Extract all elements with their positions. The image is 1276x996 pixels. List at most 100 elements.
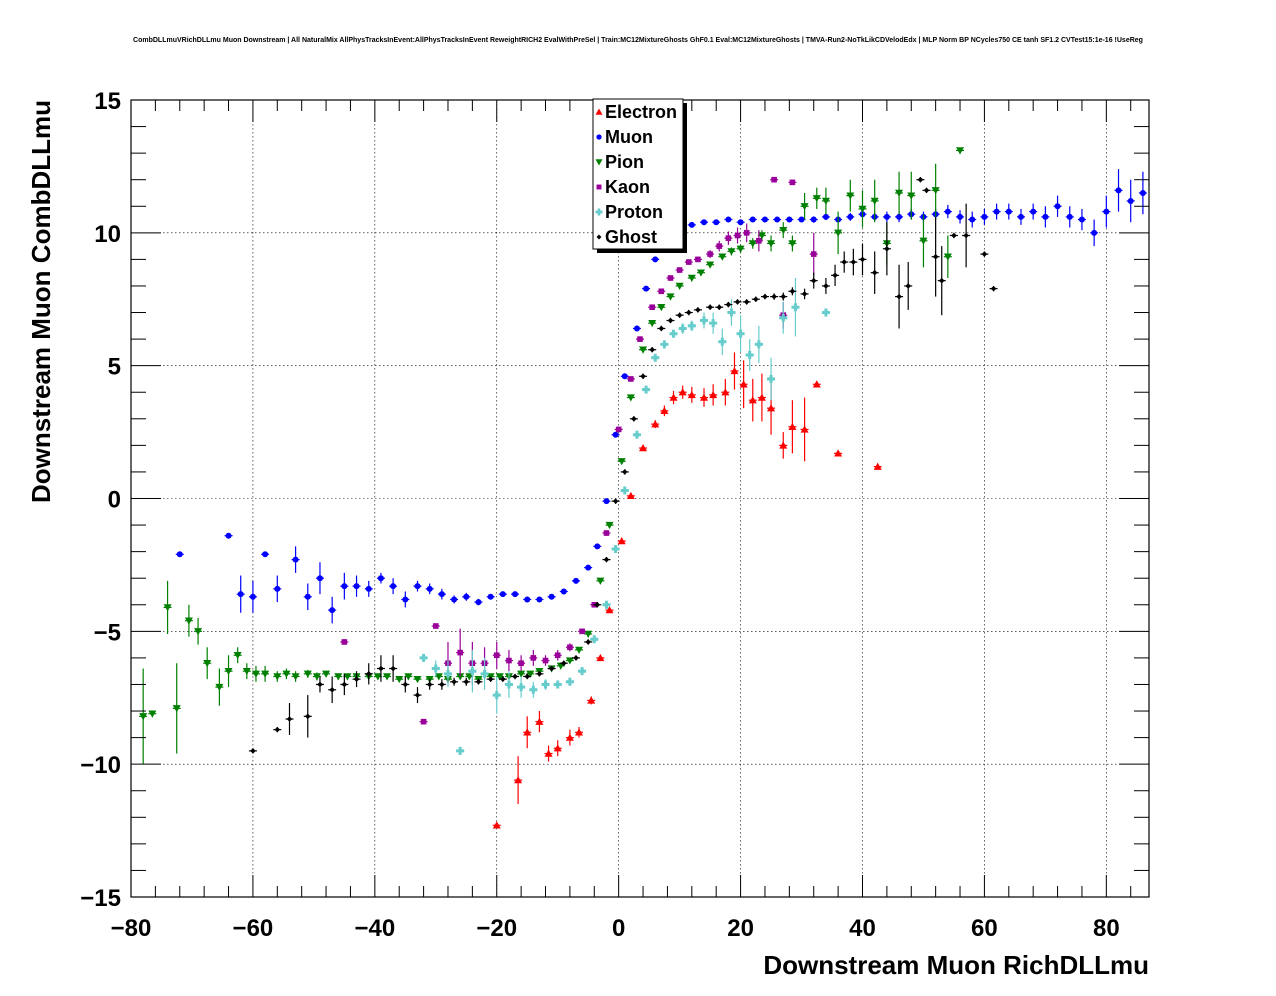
point-marker [536,671,543,677]
point-marker [706,261,715,269]
data-point [873,462,882,470]
x-tick-label: 0 [612,915,625,942]
point-marker [1042,213,1049,220]
point-marker [801,291,808,297]
point-marker [870,197,879,205]
point-marker [1005,208,1012,215]
point-marker [390,583,397,590]
data-point [675,267,684,273]
x-tick-label: −20 [476,915,517,942]
data-point [462,592,471,601]
data-point [163,580,172,634]
data-point [687,274,696,282]
point-marker [617,537,626,545]
data-point [602,600,611,609]
point-marker [480,669,489,678]
point-marker [660,340,669,349]
point-marker [554,652,561,659]
data-point [754,230,763,252]
point-marker [701,219,708,226]
point-marker [584,630,593,638]
point-marker [463,593,470,600]
point-marker [596,653,605,662]
point-marker [343,673,352,681]
data-point [675,282,684,290]
data-point [492,676,501,714]
data-point [715,304,724,311]
data-point [751,296,760,303]
point-marker [224,667,233,676]
point-marker [841,259,848,265]
data-point [224,655,233,688]
data-point [687,386,696,403]
point-marker [640,373,646,380]
point-marker [812,380,821,388]
point-marker [414,692,421,698]
point-marker [578,667,587,676]
point-marker [390,665,396,672]
data-point [602,498,611,505]
point-marker [404,673,413,681]
point-marker [753,296,759,303]
data-point [1090,219,1099,247]
data-point [770,293,779,300]
point-marker [148,710,157,718]
data-point [523,673,532,680]
data-point [715,240,724,252]
point-marker [709,390,718,399]
point-marker [215,683,224,692]
point-marker [963,232,969,239]
data-point [904,262,913,310]
y-tick-label: 15 [94,88,121,115]
point-marker [413,675,422,684]
data-point [413,687,422,704]
point-marker [1054,203,1061,210]
point-marker [493,652,500,659]
point-marker [981,251,988,257]
point-marker [512,591,519,598]
point-marker [779,313,788,322]
data-point [736,315,745,353]
point-marker [536,596,543,603]
point-marker [749,216,756,223]
data-point [648,304,657,311]
data-point [584,564,593,571]
series-proton [419,277,830,755]
legend-label-kaon: Kaon [605,177,650,197]
point-marker [713,219,720,226]
point-marker [883,213,890,220]
point-marker [721,388,730,396]
point-marker [541,680,550,689]
point-marker [329,607,336,614]
point-marker [274,726,281,733]
point-marker [932,253,939,260]
data-point [626,394,635,402]
point-marker [316,575,323,582]
data-point [553,680,562,689]
data-point [931,163,940,217]
point-marker [249,593,256,600]
point-marker [687,274,696,282]
data-point [812,187,821,209]
point-marker [727,248,736,256]
data-point [907,171,916,220]
data-point [571,577,580,584]
data-point [989,285,998,292]
point-marker [512,673,518,680]
data-point [486,676,495,682]
point-marker [443,669,452,678]
data-point [303,669,312,678]
point-marker [687,390,696,399]
data-point [858,190,867,228]
point-marker [567,644,573,651]
data-point [712,219,721,226]
point-marker [850,259,857,265]
data-point [757,373,766,422]
data-point [779,432,788,459]
point-marker [1017,213,1024,220]
point-marker [603,498,610,505]
data-point [849,248,858,276]
data-point [727,247,736,256]
point-marker [821,308,830,317]
point-marker [594,543,601,550]
